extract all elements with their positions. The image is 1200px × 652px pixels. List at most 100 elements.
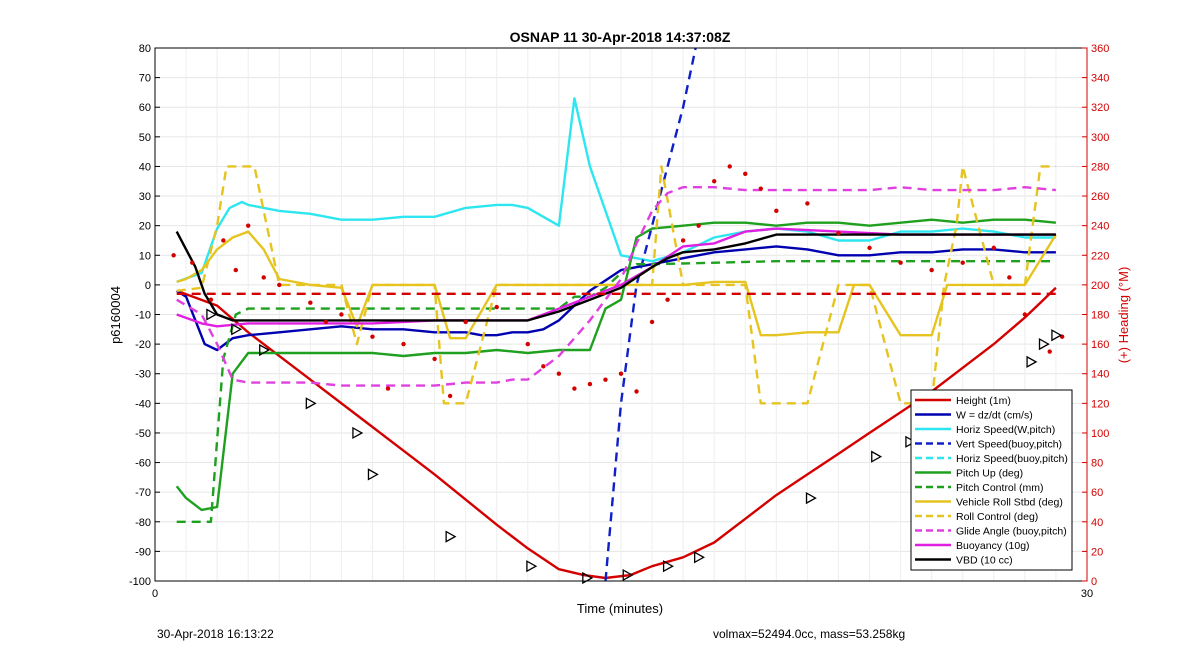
height-marker: [1026, 355, 1038, 368]
y2-tick-label: 280: [1091, 161, 1109, 173]
y-tick-label: -50: [135, 428, 151, 440]
legend-entry: VBD (10 cc): [956, 555, 1013, 567]
y2-tick-label: 80: [1091, 458, 1103, 470]
y-tick-label: -100: [129, 576, 151, 588]
y-tick-label: 50: [139, 132, 151, 144]
heading-point: [618, 371, 624, 376]
series-line: [176, 165, 1056, 405]
footer-volume-mass: volmax=52494.0cc, mass=53.258kg: [713, 627, 906, 641]
y-tick-label: 0: [145, 280, 151, 292]
y-tick-label: -20: [135, 339, 151, 351]
y2-tick-label: 60: [1091, 487, 1103, 499]
y-tick-label: -60: [135, 458, 151, 470]
legend-entry: Horiz Speed(W,pitch): [956, 424, 1055, 436]
heading-point: [541, 364, 546, 369]
y2-axis-label: (+) Heading (°M): [1116, 267, 1131, 364]
heading-point: [805, 201, 810, 206]
height-marker: [622, 568, 634, 582]
series-line: [176, 260, 1056, 523]
series-line: [176, 245, 1056, 352]
y-axis-label: p6160004: [108, 286, 123, 344]
heading-point: [758, 186, 763, 191]
y-tick-label: -90: [135, 546, 151, 558]
series-line: [176, 97, 1056, 284]
y-tick-label: 40: [139, 161, 151, 173]
heading-point: [171, 253, 176, 258]
height-marker: [1051, 329, 1063, 342]
y2-tick-label: 20: [1091, 546, 1103, 558]
y-tick-label: 30: [139, 191, 151, 203]
heading-point: [836, 230, 841, 236]
heading-point: [208, 297, 214, 302]
heading-point: [323, 319, 329, 325]
series-line: [604, 47, 697, 582]
y-tick-label: -70: [135, 487, 151, 499]
heading-point: [339, 312, 344, 317]
heading-point: [587, 381, 593, 387]
series-line: [176, 227, 1056, 328]
y-tick-label: -10: [135, 310, 151, 322]
heading-point: [494, 304, 499, 310]
y2-tick-label: 240: [1091, 221, 1109, 233]
heading-point: [401, 341, 406, 347]
heading-point: [432, 356, 437, 362]
legend-entry: Pitch Up (deg): [956, 468, 1023, 480]
y-tick-label: -80: [135, 517, 151, 529]
heading-point: [447, 393, 453, 399]
heading-point: [960, 260, 965, 265]
heading-point: [665, 297, 670, 302]
heading-point: [696, 223, 701, 228]
y-tick-label: -40: [135, 398, 151, 410]
y-tick-label: 60: [139, 102, 151, 114]
heading-point: [867, 245, 872, 251]
axes: 80 70 60 50 40 30 20 100 -10 -20 -30 -40 -50 -60 -70 -8…: [129, 43, 1109, 600]
legend-entry: Vehicle Roll Stbd (deg): [956, 497, 1063, 509]
heading-point: [221, 238, 226, 243]
height-marker: [231, 323, 243, 336]
heading-point: [634, 389, 639, 394]
heading-point: [680, 238, 686, 243]
y2-tick-label: 160: [1091, 339, 1109, 351]
legend-entry: Height (1m): [956, 395, 1011, 407]
y2-tick-label: 120: [1091, 398, 1109, 410]
heading-point: [991, 245, 996, 251]
chart-title: OSNAP 11 30-Apr-2018 14:37:08Z: [510, 29, 731, 45]
heading-point: [246, 223, 251, 228]
legend-entry: Vert Speed(buoy,pitch): [956, 439, 1062, 451]
heading-point: [774, 208, 779, 214]
height-marker: [805, 491, 817, 505]
legend-entry: W = dz/dt (cm/s): [956, 410, 1033, 422]
y2-tick-label: 340: [1091, 73, 1109, 85]
series-line: [176, 286, 1057, 580]
height-marker: [905, 435, 917, 448]
y2-tick-label: 100: [1091, 428, 1109, 440]
heading-point: [1047, 349, 1052, 354]
y2-tick-label: 300: [1091, 132, 1109, 144]
heading-point: [712, 179, 717, 184]
height-marker: [871, 450, 883, 463]
y2-tick-label: 220: [1091, 250, 1109, 262]
legend-entry: Pitch Control (mm): [956, 482, 1044, 494]
height-marker: [694, 551, 706, 564]
heading-point: [727, 164, 732, 169]
series-line: [175, 231, 1056, 322]
y-tick-label: 70: [139, 73, 151, 85]
heading-point: [929, 267, 934, 273]
heading-point: [370, 334, 375, 339]
height-marker: [526, 560, 538, 573]
y-tick-label: 80: [139, 43, 151, 55]
y2-tick-label: 180: [1091, 310, 1109, 322]
legend-entry: Horiz Speed(buoy,pitch): [956, 453, 1068, 465]
y2-tick-label: 140: [1091, 369, 1109, 381]
y-tick-label: 20: [139, 221, 151, 233]
heading-point: [277, 282, 282, 288]
heading-point: [603, 377, 608, 382]
heading-point: [898, 260, 903, 265]
height-marker: [367, 468, 379, 481]
x-axis-label: Time (minutes): [577, 601, 663, 616]
heading-point: [1007, 275, 1012, 280]
y2-tick-label: 360: [1091, 43, 1109, 55]
y-tick-label: -30: [135, 369, 151, 381]
y2-tick-label: 260: [1091, 191, 1109, 203]
